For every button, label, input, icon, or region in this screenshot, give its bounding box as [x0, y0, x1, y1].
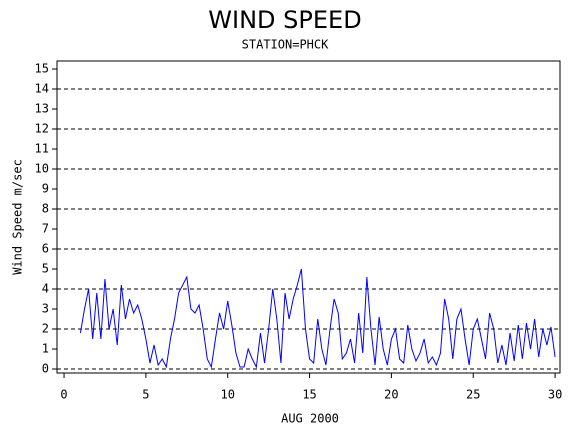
x-tick-label: 5 [142, 388, 149, 402]
y-tick-label: 4 [42, 282, 49, 296]
plot-frame [56, 60, 561, 374]
y-tick-label: 10 [35, 162, 49, 176]
x-tick-label: 25 [466, 388, 480, 402]
y-tick-label: 7 [42, 222, 49, 236]
y-tick-label: 6 [42, 242, 49, 256]
y-tick-label: 0 [42, 362, 49, 376]
y-tick-label: 12 [35, 122, 49, 136]
y-tick-label: 11 [35, 142, 49, 156]
y-tick-label: 13 [35, 102, 49, 116]
y-tick-label: 14 [35, 82, 49, 96]
x-tick-label: 30 [548, 388, 562, 402]
x-tick-label: 15 [302, 388, 316, 402]
data-line [79, 268, 556, 369]
chart-title: WIND SPEED [208, 6, 361, 34]
x-tick-label: 20 [384, 388, 398, 402]
y-tick-label: 5 [42, 262, 49, 276]
y-tick-label: 2 [42, 322, 49, 336]
x-axis-label: AUG 2000 [281, 412, 339, 426]
y-tick-label: 15 [35, 62, 49, 76]
chart-subtitle: STATION=PHCK [242, 38, 329, 52]
y-tick-label: 1 [42, 342, 49, 356]
y-tick-label: 9 [42, 182, 49, 196]
y-tick-label: 8 [42, 202, 49, 216]
x-tick-label: 0 [60, 388, 67, 402]
y-axis-label: Wind Speed m/sec [11, 159, 25, 275]
y-tick-label: 3 [42, 302, 49, 316]
x-tick-label: 10 [220, 388, 234, 402]
